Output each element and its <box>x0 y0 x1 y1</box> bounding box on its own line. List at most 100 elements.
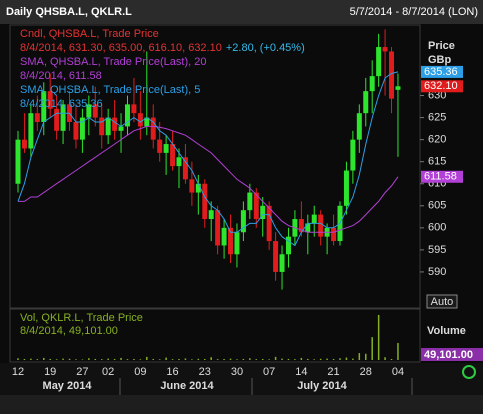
volume-bar <box>171 359 174 360</box>
candle-body <box>195 183 201 193</box>
volume-bar <box>339 358 341 360</box>
volume-bar <box>365 353 367 360</box>
candle-body <box>47 91 53 109</box>
candle-body <box>363 91 369 114</box>
candle-body <box>298 219 304 233</box>
price-tag <box>421 170 463 183</box>
volume-bar <box>249 358 251 360</box>
candle-body <box>350 139 356 171</box>
volume-bar <box>216 359 219 360</box>
volume-bar <box>62 358 64 360</box>
volume-bar <box>81 359 84 360</box>
x-group-label: June 2014 <box>160 380 214 392</box>
volume-bar <box>152 358 154 360</box>
candle-body <box>234 232 240 255</box>
candle-body <box>253 192 259 220</box>
volume-bar <box>236 359 238 360</box>
legend-text: 8/4/2014, 631.30, 635.00, 616.10, 632.10 <box>20 42 222 54</box>
chart-title: Daily QHSBA.L, QKLR.L <box>6 6 132 18</box>
candle-body <box>318 214 324 237</box>
x-tick-label: 14 <box>295 366 307 378</box>
candle-body <box>221 227 227 246</box>
candle-body <box>382 47 388 52</box>
x-group-label: July 2014 <box>297 380 347 392</box>
auto-button-label[interactable]: Auto <box>431 296 454 308</box>
candle-body <box>73 122 79 140</box>
volume-bar <box>345 357 348 360</box>
candle-body <box>247 192 253 211</box>
candle-body <box>215 210 221 246</box>
x-tick-label: 02 <box>102 366 114 378</box>
candle-body <box>228 227 234 255</box>
candle-body <box>54 108 60 131</box>
x-tick-label: 16 <box>166 366 178 378</box>
y-tick-label: 590 <box>428 266 446 278</box>
x-tick-label: 27 <box>76 366 88 378</box>
volume-bar <box>210 357 212 360</box>
candle-body <box>285 236 291 255</box>
price-tag-label: 632.10 <box>424 80 458 92</box>
candle-body <box>118 126 124 131</box>
candle-body <box>60 104 66 131</box>
volume-bar <box>55 359 58 360</box>
candle-body <box>28 113 34 149</box>
x-tick-label: 30 <box>231 366 243 378</box>
volume-bar <box>377 314 380 360</box>
legend-text: Cndl, QHSBA.L, Trade Price <box>20 28 159 40</box>
volume-bar <box>197 358 200 360</box>
volume-bar <box>30 358 32 360</box>
legend-text: SMA, QHSBA.L, Trade Price(Last), 5 <box>20 84 200 96</box>
volume-bar <box>358 353 361 360</box>
volume-bar <box>294 359 296 360</box>
volume-bar <box>158 359 161 360</box>
volume-bar <box>223 358 225 360</box>
legend-text: 8/4/2014, 611.58 <box>20 70 102 82</box>
candle-body <box>137 113 143 127</box>
candle-body <box>157 139 163 153</box>
status-bar <box>0 395 483 414</box>
price-tag-label: 611.58 <box>424 171 457 183</box>
volume-bar <box>178 358 180 360</box>
x-tick-label: 04 <box>392 366 404 378</box>
candle-body <box>395 86 401 90</box>
x-group-label: May 2014 <box>43 380 93 392</box>
volume-bar <box>184 358 187 360</box>
x-tick-label: 07 <box>263 366 275 378</box>
volume-bar <box>36 359 39 360</box>
x-axis-area <box>0 363 483 395</box>
volume-bar <box>352 358 354 360</box>
candle-body <box>369 76 375 92</box>
volume-bar <box>94 358 97 360</box>
price-tag <box>421 80 463 93</box>
volume-bar <box>371 337 373 360</box>
x-tick-label: 21 <box>327 366 339 378</box>
y-tick-label: 615 <box>428 156 446 168</box>
price-tag <box>421 65 463 78</box>
candle-body <box>163 144 169 153</box>
y-tick-label: 630 <box>428 89 446 101</box>
volume-bar <box>332 358 335 360</box>
volume-bar <box>319 358 322 360</box>
volume-bar <box>274 356 277 360</box>
auto-button[interactable] <box>426 294 458 309</box>
volume-bar <box>300 357 303 360</box>
volume-bar <box>397 342 399 360</box>
volume-bar <box>313 359 315 360</box>
candle-body <box>176 157 182 167</box>
volume-bar <box>261 358 264 360</box>
sma-line <box>18 125 399 233</box>
volume-bar <box>23 358 26 360</box>
price-panel <box>9 24 421 309</box>
candle-body <box>124 104 130 127</box>
candle-body <box>86 104 92 118</box>
x-tick-label: 19 <box>44 366 56 378</box>
candle-body <box>266 205 272 242</box>
x-tick-label: 28 <box>360 366 372 378</box>
volume-bar <box>126 359 129 360</box>
candle-body <box>305 223 311 233</box>
candle-body <box>144 117 150 127</box>
volume-bar <box>384 357 386 360</box>
volume-bar <box>242 358 245 360</box>
legend-text: Vol, QKLR.L, Trade Price <box>20 312 143 324</box>
y-tick-label: 605 <box>428 200 446 212</box>
